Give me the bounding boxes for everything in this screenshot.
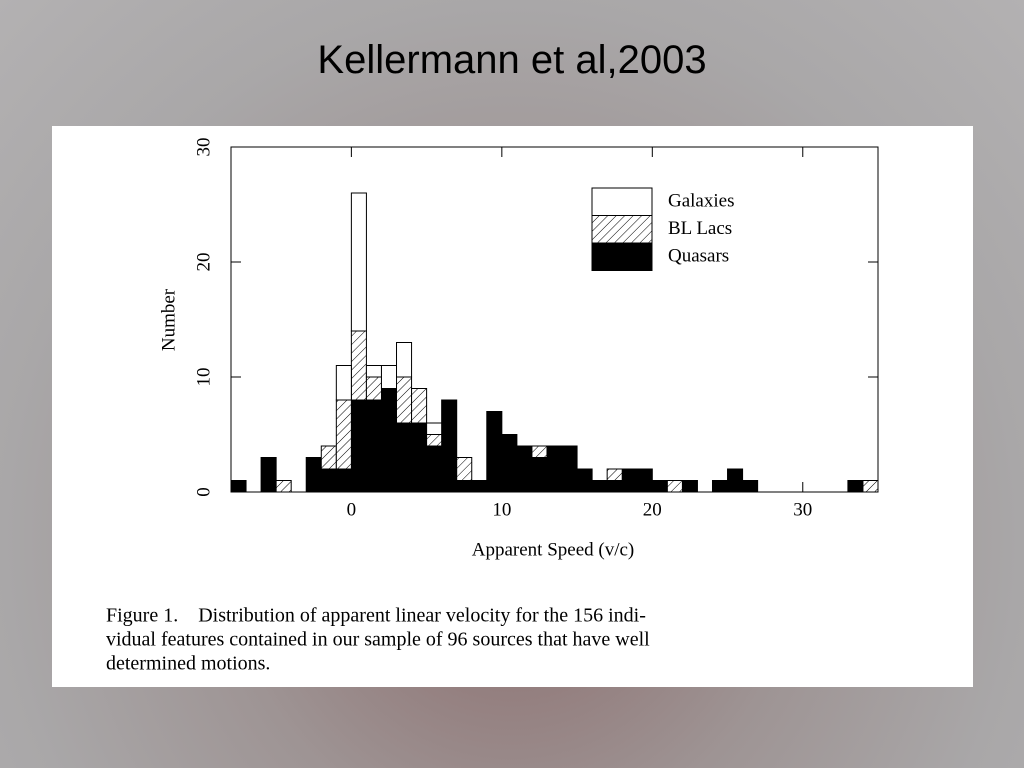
y-tick-label: 10 bbox=[193, 368, 214, 387]
bar-segment bbox=[591, 480, 608, 493]
bar-segment bbox=[576, 468, 593, 493]
bar-segment bbox=[396, 342, 413, 378]
y-tick-label: 0 bbox=[193, 487, 214, 497]
bar-segment bbox=[350, 192, 367, 332]
legend-label: BL Lacs bbox=[668, 218, 732, 239]
bar-segment bbox=[426, 422, 443, 435]
x-axis-label: Apparent Speed (v/c) bbox=[472, 539, 635, 560]
bar-segment bbox=[426, 434, 443, 447]
x-tick-label: 30 bbox=[793, 499, 812, 520]
bar-segment bbox=[365, 376, 382, 401]
figure-panel bbox=[52, 126, 973, 687]
bar-segment bbox=[531, 457, 548, 493]
legend-swatch bbox=[591, 187, 653, 216]
bar-segment bbox=[847, 480, 864, 493]
bar-segment bbox=[320, 468, 337, 493]
bar-segment bbox=[501, 434, 518, 493]
caption-line: determined motions. bbox=[106, 653, 270, 675]
bar-segment bbox=[636, 468, 653, 493]
bar-segment bbox=[380, 388, 398, 493]
bar-segment bbox=[681, 480, 698, 493]
bar-segment bbox=[456, 480, 473, 493]
x-tick-label: 0 bbox=[347, 499, 357, 520]
bar-segment bbox=[666, 480, 683, 493]
bar-segment bbox=[335, 365, 352, 401]
bar-segment bbox=[305, 457, 322, 493]
legend-swatch bbox=[591, 242, 653, 271]
bar-segment bbox=[486, 411, 503, 493]
legend-label: Galaxies bbox=[668, 190, 734, 211]
bar-segment bbox=[516, 445, 533, 493]
caption-line: Figure 1. Distribution of apparent linea… bbox=[106, 605, 646, 627]
bar-segment bbox=[862, 480, 879, 493]
bar-segment bbox=[531, 445, 548, 458]
plot-frame bbox=[230, 146, 879, 493]
bar-segment bbox=[260, 457, 277, 493]
y-tick-label: 30 bbox=[193, 138, 214, 157]
bar-segment bbox=[411, 388, 428, 424]
bar-segment bbox=[350, 330, 367, 401]
bar-segment bbox=[711, 480, 729, 493]
legend-swatch bbox=[591, 215, 653, 244]
bar-segment bbox=[742, 480, 759, 493]
bar-segment bbox=[335, 468, 352, 493]
bar-segment bbox=[561, 445, 578, 493]
bar-segment bbox=[621, 468, 638, 493]
bar-segment bbox=[320, 445, 337, 470]
bar-segment bbox=[426, 445, 443, 493]
bar-segment bbox=[365, 399, 382, 493]
bar-segment bbox=[230, 480, 247, 493]
legend-label: Quasars bbox=[668, 245, 729, 266]
bar-segment bbox=[606, 468, 623, 481]
bar-segment bbox=[441, 399, 458, 493]
y-tick-label: 20 bbox=[193, 253, 214, 272]
bar-segment bbox=[606, 480, 623, 493]
bar-segment bbox=[275, 480, 292, 493]
bar-segment bbox=[727, 468, 744, 493]
bar-segment bbox=[471, 480, 488, 493]
bar-segment bbox=[651, 480, 668, 493]
y-axis-label: Number bbox=[158, 288, 179, 351]
bar-segment bbox=[396, 376, 413, 424]
bar-segment bbox=[365, 365, 382, 378]
bar-segment bbox=[396, 422, 413, 493]
slide-title: Kellermann et al,2003 bbox=[317, 38, 707, 82]
bar-segment bbox=[546, 445, 563, 493]
x-tick-label: 20 bbox=[643, 499, 662, 520]
bar-segment bbox=[335, 399, 352, 470]
bar-segment bbox=[350, 399, 367, 493]
bar-segment bbox=[411, 422, 428, 493]
x-tick-label: 10 bbox=[492, 499, 511, 520]
bar-segment bbox=[456, 457, 473, 481]
bar-segment bbox=[380, 365, 398, 389]
caption-line: vidual features contained in our sample … bbox=[106, 629, 650, 651]
